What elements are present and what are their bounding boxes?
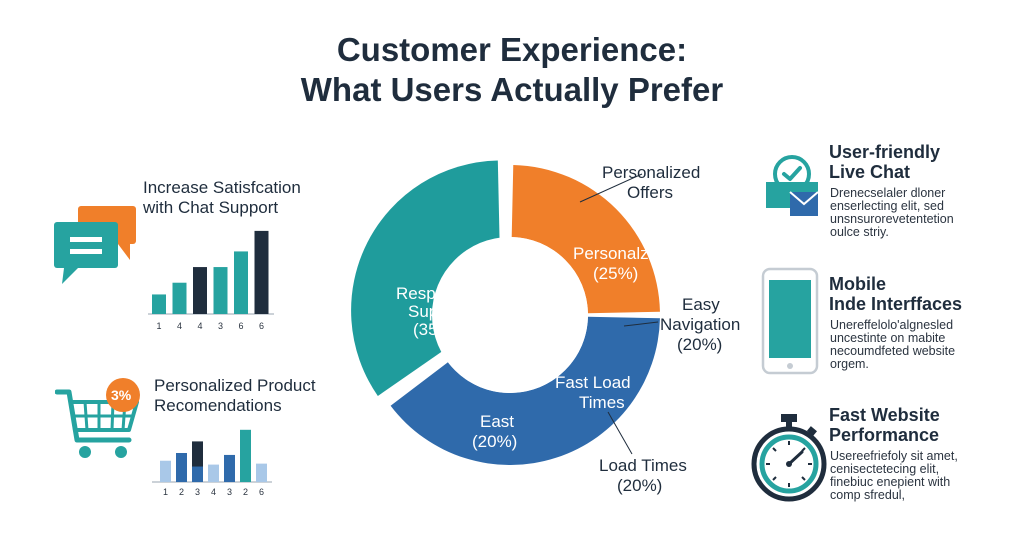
chat-support-title-line1: Increase Satisfcation	[143, 178, 301, 197]
performance-body-line3: finebiuc enepient with	[830, 475, 951, 489]
personalized-outer-label-line1: Personalized	[602, 163, 701, 182]
mobile-body-line2: uncestinte on mabite	[830, 331, 946, 345]
east-label-line1: East	[480, 412, 515, 431]
easy-navigation-label-line3: (20%)	[677, 335, 723, 354]
personalized-inner-label-line2: (25%)	[593, 264, 639, 283]
chat-bubbles-icon	[54, 206, 136, 284]
responsive-label-line3: (35%)	[413, 320, 459, 339]
page-title: Customer Experience: What Users Actually…	[0, 30, 1024, 110]
chat-bar-tick-1: 4	[177, 321, 182, 331]
page-title-line2: What Users Actually Prefer	[300, 71, 724, 108]
load-times-label-line2: (20%)	[617, 476, 663, 495]
rec-bar-2	[192, 441, 203, 482]
performance-title-line2: Performance	[829, 425, 940, 445]
personalized-inner-label-line1: Personalzed	[573, 244, 668, 263]
personalized-outer-label-line2: Offers	[627, 183, 673, 202]
donut-leader-line-1	[623, 321, 659, 327]
chat-bar-5	[254, 230, 269, 314]
chat-bar-tick-5: 6	[259, 321, 264, 331]
donut-slice-2	[351, 160, 502, 396]
page-title-line1: Customer Experience:	[336, 31, 688, 68]
chat-bar-3	[213, 267, 228, 314]
performance-body-line4: comp sfredul,	[830, 488, 906, 502]
easy-navigation-label-line2: Navigation	[660, 315, 741, 334]
smartphone-icon	[761, 267, 819, 375]
fast-load-label-line1: Fast Load	[555, 373, 631, 392]
chat-bar-4	[234, 251, 248, 314]
rec-bar-tick-3: 4	[211, 487, 216, 497]
fast-load-label-line2: Times	[579, 393, 625, 412]
live-chat-title-line2: Live Chat	[829, 162, 911, 182]
donut-hole	[432, 237, 588, 393]
rec-bar-tick-0: 1	[163, 487, 168, 497]
rec-bar-tick-6: 6	[259, 487, 264, 497]
rec-bar-tick-1: 2	[179, 487, 184, 497]
rec-bar-tick-4: 3	[227, 487, 232, 497]
performance-title-line1: Fast Website	[829, 405, 940, 425]
donut-leader-line-2	[607, 411, 633, 455]
performance-body-line2: cenisectetecing elit,	[830, 462, 940, 476]
live-chat-body-line3: unsnsurorevetentetion	[830, 212, 954, 226]
recommendations-title-line2: Recomendations	[154, 396, 282, 415]
shopping-cart-icon	[55, 378, 140, 458]
chat-support-bar-chart: 1 4 4 3 6 6	[148, 230, 274, 331]
rec-bar-4	[224, 454, 235, 482]
chat-bar-tick-3: 3	[218, 321, 223, 331]
rec-bar-tick-2: 3	[195, 487, 200, 497]
cart-percent-badge: 3%	[111, 387, 132, 403]
rec-bar-3	[208, 464, 219, 482]
rec-bar-0	[160, 460, 171, 482]
rec-bar-5	[240, 429, 251, 482]
recommendations-bar-chart: 1 2 3 4 3 2 6	[152, 429, 272, 497]
chat-bar-2	[193, 267, 207, 314]
mobile-title-line1: Mobile	[829, 274, 886, 294]
stopwatch-icon	[751, 414, 827, 502]
responsive-label-line2: Support	[408, 302, 468, 321]
chat-bar-0	[152, 294, 166, 314]
chat-bar-tick-4: 6	[238, 321, 243, 331]
preference-donut-chart	[351, 160, 660, 465]
chat-support-title-line2: with Chat Support	[143, 198, 279, 217]
responsive-label-line1: Responsive	[396, 284, 485, 303]
mobile-body-line1: Unereffelolo'algnesled	[830, 318, 954, 332]
live-chat-body-line4: oulce striy.	[830, 225, 889, 239]
live-chat-title-line1: User-friendly	[829, 142, 941, 162]
mobile-body-line3: necoumdfeted website	[830, 344, 956, 358]
live-chat-body-line1: Drenecselaler dloner	[830, 186, 946, 200]
rec-bar-6	[256, 463, 267, 482]
donut-slice-0	[511, 165, 660, 314]
chat-bar-tick-2: 4	[197, 321, 202, 331]
chat-bar-1	[172, 282, 187, 314]
load-times-label-line1: Load Times	[599, 456, 687, 475]
chat-bar-tick-0: 1	[156, 321, 161, 331]
live-chat-icon	[766, 155, 819, 216]
rec-bar-1	[176, 453, 187, 482]
easy-navigation-label-line1: Easy	[682, 295, 720, 314]
donut-leader-line-0	[579, 173, 643, 203]
rec-bar-tick-5: 2	[243, 487, 248, 497]
east-label-line2: (20%)	[472, 432, 518, 451]
mobile-title-line2: Inde Interffaces	[829, 294, 963, 314]
donut-slice-1	[390, 316, 660, 465]
live-chat-body-line2: enserlecting elit, sed	[830, 199, 944, 213]
rec-bar-stack-2	[192, 466, 203, 482]
recommendations-title-line1: Personalized Product	[154, 376, 316, 395]
performance-body-line1: Usereefriefoly sit amet,	[830, 449, 958, 463]
mobile-body-line4: orgem.	[830, 357, 869, 371]
